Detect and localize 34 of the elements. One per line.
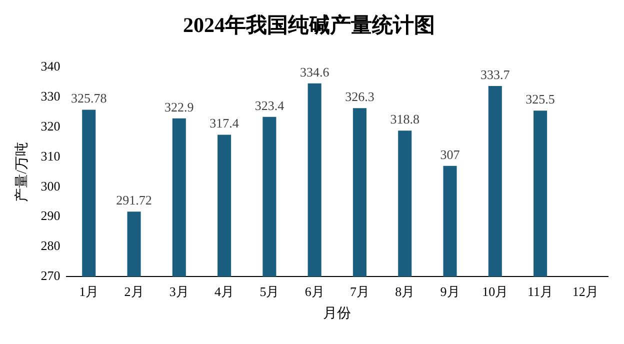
y-tick-label: 300	[40, 178, 60, 194]
data-label: 291.72	[116, 192, 152, 208]
x-tick-label: 8月	[395, 284, 415, 299]
x-tick-label: 11月	[528, 284, 554, 299]
x-tick-label: 6月	[304, 284, 324, 299]
data-label: 307	[440, 146, 460, 162]
y-tick-label: 290	[40, 208, 60, 224]
y-tick-label: 310	[40, 148, 60, 164]
x-tick-label: 3月	[169, 284, 189, 299]
data-label: 333.7	[480, 66, 510, 82]
data-label: 318.8	[390, 112, 420, 127]
y-tick-label: 320	[40, 118, 60, 134]
x-tick-label: 5月	[260, 284, 280, 299]
data-label: 326.3	[345, 89, 374, 104]
data-label: 325.78	[70, 90, 107, 106]
x-tick-label: 10月	[482, 284, 508, 299]
data-label: 334.6	[300, 64, 330, 80]
data-label: 325.5	[526, 92, 555, 106]
x-tick-label: 7月	[350, 284, 370, 299]
data-label: 323.4	[254, 98, 285, 113]
chart-title: 2024年我国纯碱产量统计图	[183, 13, 435, 38]
y-tick-label: 330	[40, 88, 60, 104]
x-tick-label: 2月	[124, 284, 144, 299]
x-tick-label: 4月	[214, 284, 234, 299]
y-tick-label: 340	[40, 58, 60, 74]
y-tick-label: 270	[40, 268, 60, 284]
data-label: 322.9	[164, 99, 194, 114]
y-axis-title: 产量/万吨	[14, 142, 30, 202]
x-axis-title: 月份	[323, 305, 352, 322]
x-tick-label: 1月	[79, 284, 99, 299]
x-tick-label: 9月	[440, 284, 460, 299]
y-tick-label: 280	[40, 238, 60, 254]
x-tick-label: 12月	[572, 284, 598, 299]
data-label: 317.4	[210, 116, 240, 131]
